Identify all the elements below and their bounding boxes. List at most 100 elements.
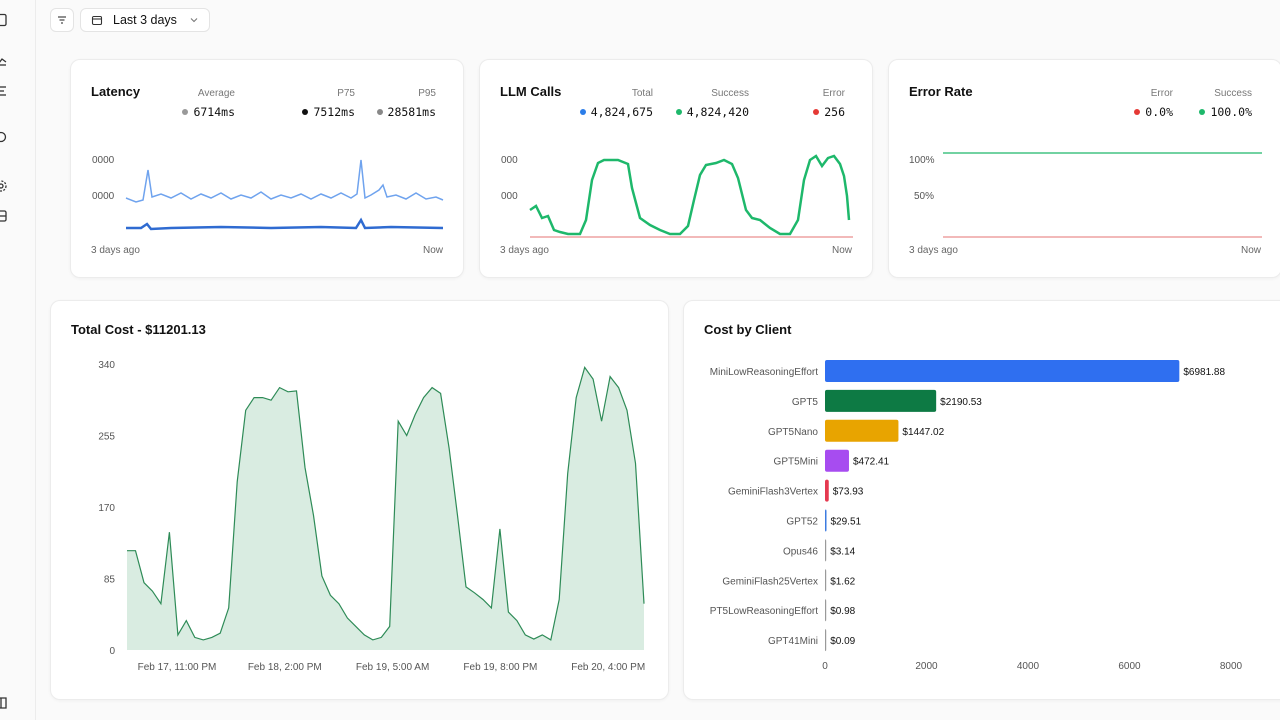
total-cost-chart: 0 85 170 255 340 Feb 17, 11:00 PM Feb 18, 2:00… xyxy=(98,360,645,673)
legend-dot xyxy=(1134,109,1141,115)
category-label: MiniLowReasoningEffort xyxy=(710,367,818,378)
client-bar xyxy=(825,629,827,652)
chat-icon[interactable] xyxy=(0,131,8,145)
category-label: GPT5Mini xyxy=(774,457,818,468)
date-range-label: Last 3 days xyxy=(113,13,177,27)
metric-label: Success xyxy=(1214,88,1252,99)
x-tick-label: 0 xyxy=(822,661,828,672)
range-end-label: Now xyxy=(1240,245,1261,256)
latency-p75: P75 7512ms xyxy=(302,88,355,120)
total-cost-title: Total Cost - $11201.13 xyxy=(71,322,206,337)
metric-label: P95 xyxy=(418,88,436,99)
toolbar: Last 3 days xyxy=(50,8,210,32)
category-label: PT5LowReasoningEffort xyxy=(710,606,818,617)
llm-calls-total: Total 4,824,675 xyxy=(579,88,653,120)
cost-area xyxy=(127,367,644,650)
y-tick: 50% xyxy=(914,191,935,202)
metric-label: Success xyxy=(711,88,749,99)
legend-dot xyxy=(1199,109,1206,115)
y-tick-label: 170 xyxy=(98,503,115,514)
metric-label: P75 xyxy=(337,88,355,99)
latency-p95-line xyxy=(125,159,444,203)
category-label: GPT52 xyxy=(786,517,818,528)
metric-value: 100.0% xyxy=(1210,105,1252,119)
error-rate-success: Success 100.0% xyxy=(1199,88,1252,120)
latency-title: Latency xyxy=(91,84,141,99)
book-icon[interactable] xyxy=(0,696,8,710)
y-tick: 000 xyxy=(501,155,518,166)
legend-dot xyxy=(302,109,309,115)
value-label: $3.14 xyxy=(830,546,855,557)
cost-by-client-card: Cost by Client MiniLowReasoningEffort $69… xyxy=(683,300,1280,700)
legend-dot xyxy=(675,109,682,115)
gear-icon[interactable] xyxy=(0,179,8,193)
llm-calls-error: Error 256 xyxy=(813,88,845,120)
category-label: GPT41Mini xyxy=(768,636,818,647)
client-bar xyxy=(825,449,849,472)
category-label: GPT5Nano xyxy=(768,427,818,438)
llm-calls-card: LLM Calls Total 4,824,675 Success 4,824,… xyxy=(479,59,873,278)
value-label: $0.09 xyxy=(830,636,855,647)
client-bar xyxy=(825,599,827,622)
value-label: $29.51 xyxy=(830,517,861,528)
y-tick: 000 xyxy=(501,191,518,202)
total-cost-card: Total Cost - $11201.13 0 85 170 255 340 Feb 1… xyxy=(50,300,669,700)
llm-calls-sparkline xyxy=(529,154,853,238)
filter-button[interactable] xyxy=(50,8,74,32)
legend-dot xyxy=(376,109,383,115)
latency-avg-line xyxy=(126,217,444,231)
metric-value: 7512ms xyxy=(313,105,355,119)
metric-value: 4,824,675 xyxy=(590,105,653,119)
metric-label: Average xyxy=(197,88,235,99)
value-label: $1.62 xyxy=(830,576,855,587)
value-label: $1447.02 xyxy=(902,427,944,438)
client-bar xyxy=(825,569,827,592)
error-rate-sparkline xyxy=(943,152,1262,238)
range-start-label: 3 days ago xyxy=(91,245,140,256)
y-tick-label: 85 xyxy=(104,575,116,586)
error-rate-error: Error 0.0% xyxy=(1134,88,1173,120)
x-tick-label: Feb 18, 2:00 PM xyxy=(248,662,322,673)
client-bar xyxy=(825,509,827,532)
x-tick-label: 4000 xyxy=(1017,661,1040,672)
chart-icon[interactable] xyxy=(0,53,8,67)
range-end-label: Now xyxy=(831,245,852,256)
error-rate-title: Error Rate xyxy=(909,84,973,99)
metric-value: 28581ms xyxy=(387,105,436,119)
client-bar xyxy=(825,360,1180,382)
category-label: Opus46 xyxy=(783,546,818,557)
cost-line xyxy=(127,366,645,641)
cost-by-client-title: Cost by Client xyxy=(704,322,792,337)
latency-card: Latency Average 6714ms P75 7512ms P95 28… xyxy=(70,59,464,278)
legend-dot xyxy=(813,109,820,115)
dashboard-icon[interactable] xyxy=(0,13,8,27)
date-range-select[interactable]: Last 3 days xyxy=(80,8,210,32)
database-icon[interactable] xyxy=(0,209,8,223)
value-label: $6981.88 xyxy=(1183,367,1225,378)
client-bar xyxy=(825,419,899,442)
y-tick-label: 340 xyxy=(98,360,115,371)
category-label: GeminiFlash3Vertex xyxy=(728,487,818,498)
legend-dot xyxy=(182,109,189,115)
metric-value: 256 xyxy=(824,105,845,119)
x-tick-label: Feb 20, 4:00 PM xyxy=(571,662,645,673)
calendar-icon xyxy=(91,15,103,26)
value-label: $73.93 xyxy=(833,487,864,498)
metric-value: 4,824,420 xyxy=(686,105,749,119)
x-tick-label: 8000 xyxy=(1220,661,1243,672)
legend-dot xyxy=(579,109,586,115)
metric-value: 0.0% xyxy=(1145,105,1173,119)
value-label: $472.41 xyxy=(853,457,890,468)
y-tick-label: 0 xyxy=(109,646,115,657)
latency-average: Average 6714ms xyxy=(182,88,235,120)
success-line xyxy=(529,154,851,236)
list-icon[interactable] xyxy=(0,84,8,98)
chevron-down-icon xyxy=(190,18,198,23)
y-tick: 0000 xyxy=(92,191,115,202)
x-tick-label: 2000 xyxy=(915,661,938,672)
llm-calls-title: LLM Calls xyxy=(500,84,562,99)
latency-sparkline xyxy=(125,159,444,231)
filter-icon xyxy=(58,16,66,24)
category-label: GPT5 xyxy=(792,397,819,408)
range-end-label: Now xyxy=(422,245,443,256)
